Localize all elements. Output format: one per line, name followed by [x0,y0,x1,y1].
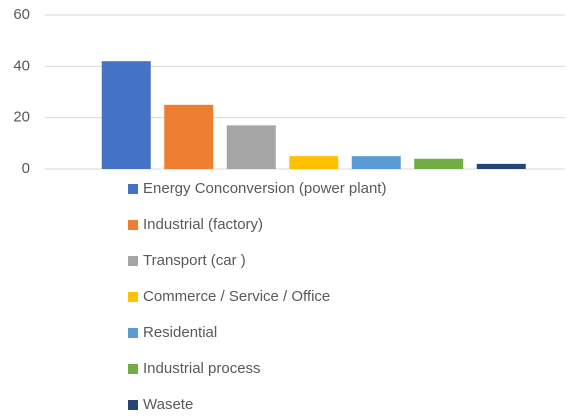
bar [226,125,276,169]
legend-label: Transport (car ) [143,252,246,269]
bar [414,158,464,169]
legend-swatch [128,256,138,266]
y-tick-label: 20 [13,109,30,126]
y-tick-label: 60 [13,6,30,23]
bar [164,104,214,169]
legend-label: Wasete [143,396,193,413]
legend-swatch [128,292,138,302]
legend-swatch [128,220,138,230]
legend-swatch [128,184,138,194]
y-tick-label: 40 [13,57,30,74]
legend-swatch [128,364,138,374]
legend-label: Energy Conconversion (power plant) [143,180,386,197]
legend-swatch [128,328,138,338]
legend-swatch [128,400,138,410]
legend-label: Industrial (factory) [143,216,263,233]
y-tick-label: 0 [22,160,30,177]
bar [351,156,401,169]
bar [289,156,339,169]
bar [101,61,151,170]
legend-label: Industrial process [143,360,261,377]
bar [476,163,526,169]
legend-label: Residential [143,324,217,341]
legend-label: Commerce / Service / Office [143,288,330,305]
